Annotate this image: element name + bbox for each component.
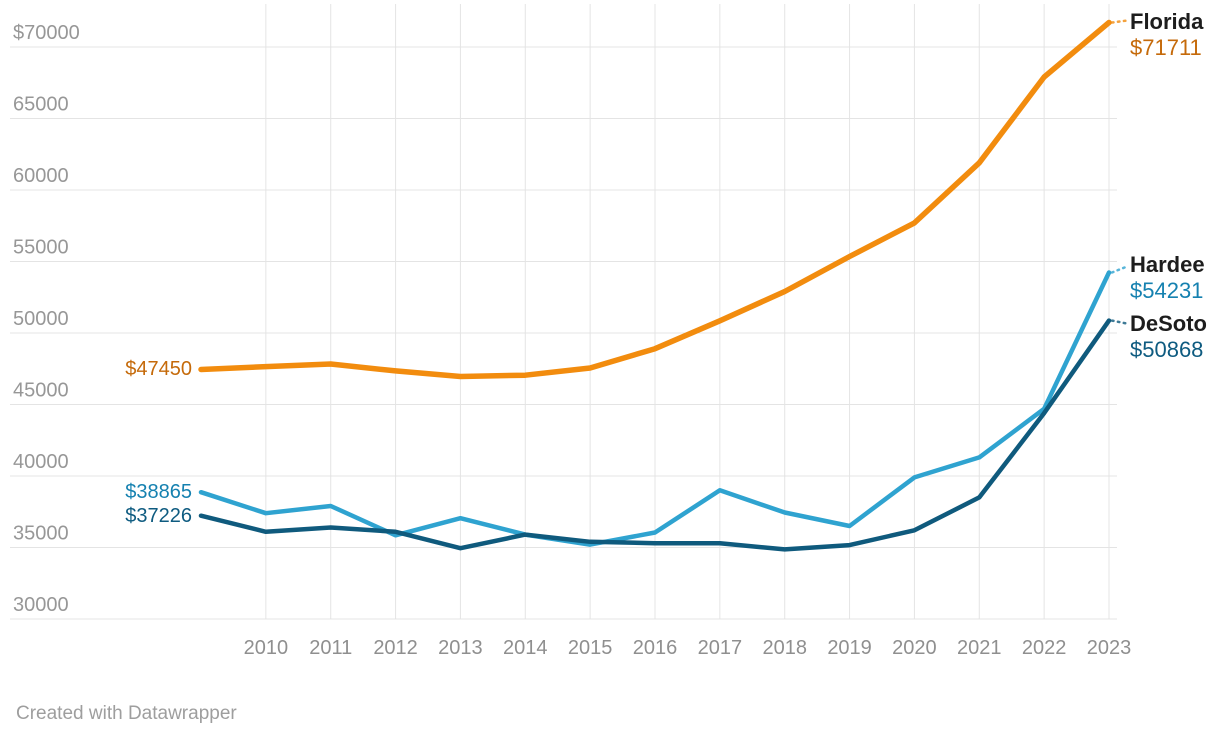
florida-series-name: Florida bbox=[1130, 8, 1204, 34]
hardee-end-label: Hardee $54231 bbox=[1130, 251, 1205, 304]
svg-text:2023: 2023 bbox=[1087, 637, 1132, 659]
florida-end-value: $71711 bbox=[1130, 34, 1202, 60]
svg-text:2010: 2010 bbox=[244, 637, 289, 659]
svg-text:2013: 2013 bbox=[438, 637, 483, 659]
svg-text:2017: 2017 bbox=[698, 637, 743, 659]
svg-text:50000: 50000 bbox=[13, 308, 69, 330]
svg-text:30000: 30000 bbox=[13, 594, 69, 616]
svg-text:40000: 40000 bbox=[13, 451, 69, 473]
svg-text:2021: 2021 bbox=[957, 637, 1002, 659]
desoto-series-name: DeSoto bbox=[1130, 310, 1207, 336]
line-chart: $70000 65000 60000 55000 50000 45000 40000 3500… bbox=[10, 4, 1132, 659]
svg-text:2014: 2014 bbox=[503, 637, 548, 659]
svg-text:2019: 2019 bbox=[827, 637, 872, 659]
svg-text:45000: 45000 bbox=[13, 380, 69, 402]
desoto-end-label: DeSoto $50868 bbox=[1130, 310, 1207, 363]
svg-text:35000: 35000 bbox=[13, 523, 69, 545]
svg-text:2018: 2018 bbox=[762, 637, 807, 659]
hardee-end-value: $54231 bbox=[1130, 278, 1204, 304]
desoto-end-value: $50868 bbox=[1130, 336, 1204, 362]
datawrapper-credit: Created with Datawrapper bbox=[16, 703, 237, 724]
svg-text:65000: 65000 bbox=[13, 94, 69, 116]
svg-text:2011: 2011 bbox=[309, 637, 352, 659]
florida-end-label: Florida $71711 bbox=[1130, 8, 1203, 61]
svg-text:2016: 2016 bbox=[633, 637, 678, 659]
svg-text:2020: 2020 bbox=[892, 637, 937, 659]
florida-start-value-label: $47450 bbox=[125, 358, 192, 381]
svg-text:60000: 60000 bbox=[13, 165, 69, 187]
desoto-start-value-label: $37226 bbox=[125, 504, 192, 527]
hardee-start-value-label: $38865 bbox=[125, 481, 192, 504]
svg-text:2012: 2012 bbox=[373, 637, 418, 659]
svg-text:$70000: $70000 bbox=[13, 22, 80, 44]
hardee-series-name: Hardee bbox=[1130, 252, 1205, 278]
svg-text:2015: 2015 bbox=[568, 637, 613, 659]
svg-text:55000: 55000 bbox=[13, 237, 69, 259]
svg-text:2022: 2022 bbox=[1022, 637, 1067, 659]
